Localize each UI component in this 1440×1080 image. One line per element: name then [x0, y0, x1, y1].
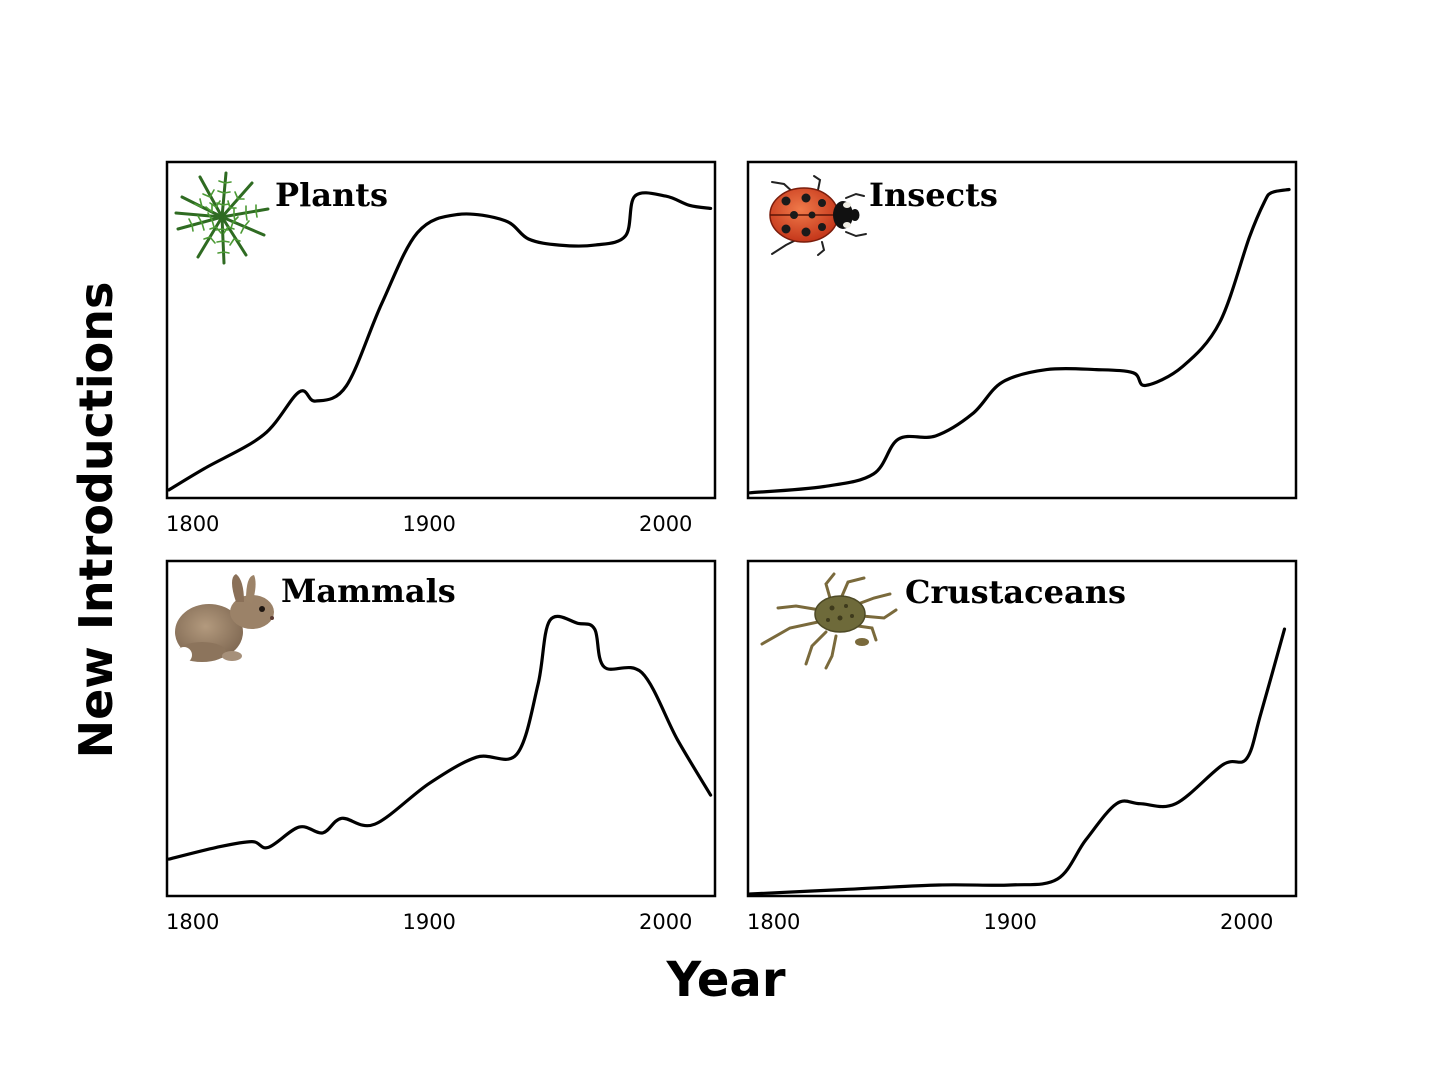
plants-x-tick-labels: 1800 1900 2000: [166, 512, 692, 536]
crustaceans-x-tick-labels: 1800 1900 2000: [747, 910, 1273, 934]
plants-title: Plants: [275, 176, 388, 214]
plants-x-tick-label: 2000: [639, 512, 692, 536]
fern-icon: [174, 171, 270, 265]
plants-x-tick-label: 1900: [402, 512, 455, 536]
plants-x-tick-label: 1800: [166, 512, 219, 536]
plants-series-line: [167, 191, 713, 492]
mammals-series-line: [167, 614, 713, 861]
insects-series-line: [748, 187, 1291, 495]
mammals-title: Mammals: [281, 572, 456, 610]
x-axis-title: Year: [666, 952, 786, 1008]
crustaceans-title: Crustaceans: [905, 573, 1126, 611]
mammals-x-tick-label: 2000: [639, 910, 692, 934]
mammals-x-tick-label: 1900: [402, 910, 455, 934]
crustaceans-x-tick-label: 2000: [1220, 910, 1273, 934]
ladybug-icon: [769, 175, 867, 256]
y-axis-title: New Introductions: [69, 282, 123, 759]
crustaceans-x-tick-label: 1800: [747, 910, 800, 934]
crustaceans-series-line: [748, 627, 1287, 896]
crab-icon: [760, 572, 898, 670]
mammals-x-tick-label: 1800: [166, 910, 219, 934]
insects-title: Insects: [869, 176, 998, 214]
rabbit-icon: [175, 574, 274, 663]
mammals-x-tick-labels: 1800 1900 2000: [166, 910, 692, 934]
crustaceans-x-tick-label: 1900: [983, 910, 1036, 934]
